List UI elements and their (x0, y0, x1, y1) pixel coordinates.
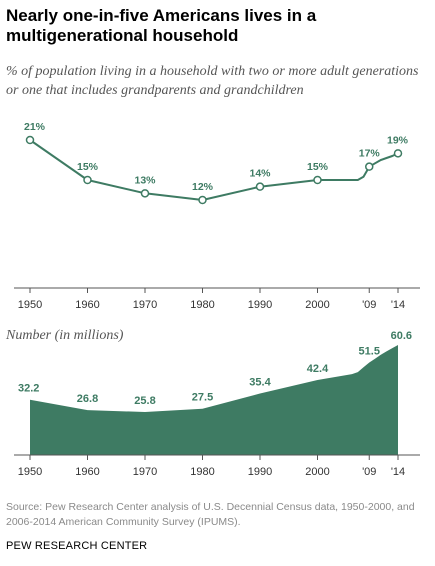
x-tick-label: 1980 (190, 299, 214, 311)
number-data-label: 27.5 (192, 392, 213, 404)
x-tick-label: 1950 (18, 299, 42, 311)
x-tick-label: '14 (391, 299, 405, 311)
x-tick-label: '09 (362, 466, 376, 478)
organization-name: PEW RESEARCH CENTER (6, 540, 148, 552)
share-data-label: 14% (249, 168, 271, 180)
x-tick-label: 1990 (248, 466, 272, 478)
number-area-chart: 32.2 26.8 25.8 27.5 35.4 42.4 51.5 60.6 1950 1960… (14, 330, 420, 478)
chart-title: Nearly one-in-five Americans lives in a … (6, 6, 317, 45)
number-data-label: 60.6 (391, 330, 412, 342)
share-data-point (255, 182, 265, 191)
number-data-label: 42.4 (307, 363, 329, 375)
x-tick-label: '14 (391, 466, 405, 478)
x-tick-label: 2000 (305, 299, 329, 311)
number-data-label: 32.2 (18, 383, 39, 395)
chart-subtitle: % of population living in a household wi… (6, 64, 419, 98)
share-line-chart: 21% 15% 13% 12% 14% 15% 17% 19% 1950 1960 1970 1980… (14, 121, 420, 311)
share-data-label: 17% (359, 148, 381, 160)
number-data-label: 35.4 (249, 377, 271, 389)
share-data-point (25, 135, 35, 145)
share-data-label: 21% (24, 121, 46, 133)
share-data-point (393, 149, 403, 158)
x-tick-label: 1970 (133, 466, 157, 478)
source-note: Source: Pew Research Center analysis of … (6, 501, 415, 528)
x-tick-label: 1970 (133, 299, 157, 311)
share-data-label: 12% (192, 181, 214, 193)
number-series-area (30, 345, 398, 455)
x-tick-label: 1960 (75, 299, 99, 311)
share-data-label: 15% (307, 161, 329, 173)
x-tick-label: 2000 (305, 466, 329, 478)
number-data-label: 25.8 (134, 395, 155, 407)
x-tick-label: 1990 (248, 299, 272, 311)
share-data-point (365, 162, 374, 171)
share-data-point (140, 189, 150, 198)
share-data-point (198, 195, 207, 205)
share-data-point (313, 175, 322, 185)
x-tick-label: 1980 (190, 466, 214, 478)
share-data-label: 19% (387, 134, 409, 146)
share-data-point (83, 175, 92, 185)
number-data-label: 26.8 (77, 393, 98, 405)
x-tick-label: 1960 (75, 466, 99, 478)
number-section-label: Number (in millions) (6, 328, 124, 343)
x-tick-label: '09 (362, 299, 376, 311)
share-series-line (29, 139, 399, 201)
share-data-label: 13% (134, 174, 156, 186)
x-tick-label: 1950 (18, 466, 42, 478)
share-data-label: 15% (77, 161, 99, 173)
number-data-label: 51.5 (359, 346, 380, 358)
